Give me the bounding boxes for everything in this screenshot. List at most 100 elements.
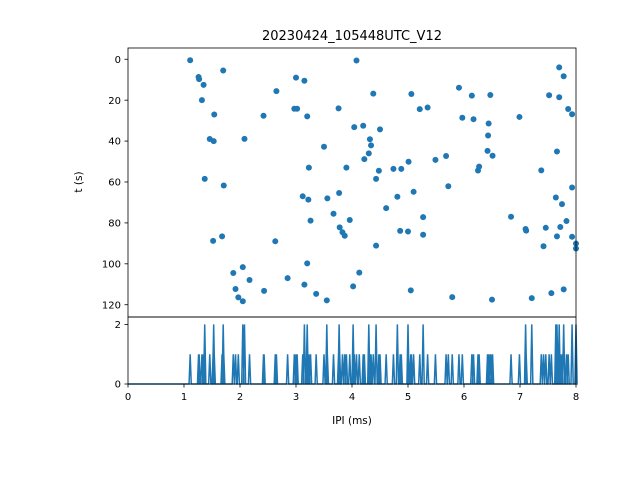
- raster-point: [211, 111, 218, 118]
- raster-point: [219, 233, 226, 240]
- raster-point: [548, 290, 555, 297]
- raster-point: [405, 158, 412, 165]
- x-tick-label: 2: [237, 392, 243, 403]
- raster-point: [356, 269, 363, 276]
- raster-point: [373, 242, 380, 249]
- raster-point: [455, 84, 462, 91]
- raster-point: [305, 196, 312, 203]
- raster-point: [390, 165, 397, 172]
- raster-point: [210, 138, 217, 145]
- raster-point: [336, 224, 343, 231]
- raster-point: [365, 150, 372, 157]
- raster-point: [220, 182, 227, 189]
- raster-y-tick-label: 0: [115, 55, 121, 66]
- raster-point: [489, 296, 495, 303]
- raster-point: [304, 113, 311, 120]
- raster-point: [528, 295, 535, 302]
- raster-point: [346, 217, 353, 224]
- raster-point: [313, 290, 320, 297]
- x-tick-label: 1: [181, 392, 187, 403]
- raster-point: [485, 120, 492, 127]
- raster-point: [196, 76, 203, 83]
- raster-point: [343, 164, 350, 171]
- raster-y-ticks: 0 20 40 60 80 100 120: [102, 55, 128, 311]
- histogram-x-ticks: 0 1 2 3 4 5 6 7 8: [125, 384, 579, 403]
- raster-point: [546, 92, 553, 99]
- raster-point: [420, 214, 427, 221]
- raster-point: [468, 92, 475, 99]
- raster-point: [569, 184, 576, 191]
- raster-point: [241, 135, 248, 142]
- raster-point: [201, 175, 208, 182]
- raster-point: [294, 105, 301, 112]
- raster-point: [538, 167, 545, 174]
- raster-point: [569, 233, 576, 240]
- raster-point: [361, 156, 368, 163]
- histogram-axes-frame: [127, 316, 577, 385]
- raster-point: [540, 243, 547, 250]
- raster-point: [220, 67, 227, 74]
- raster-point: [559, 201, 565, 208]
- raster-point: [553, 233, 560, 240]
- raster-point: [304, 260, 311, 267]
- raster-point: [366, 136, 373, 143]
- raster-point: [407, 287, 414, 294]
- raster-point: [443, 153, 450, 160]
- raster-point: [187, 57, 194, 64]
- raster-point: [485, 132, 492, 139]
- raster-point: [235, 294, 242, 301]
- raster-point: [198, 97, 205, 104]
- raster-point: [341, 232, 348, 239]
- raster-point: [200, 81, 207, 88]
- raster-point: [405, 228, 411, 235]
- raster-point: [260, 112, 267, 119]
- raster-plot: 0 20 40 60 80 100 120 t (s): [73, 47, 579, 318]
- raster-y-tick-label: 80: [108, 219, 121, 230]
- raster-point: [377, 126, 383, 133]
- raster-point: [305, 164, 312, 171]
- raster-y-tick-label: 60: [108, 178, 121, 189]
- raster-point: [351, 124, 358, 131]
- raster-y-tick-label: 20: [108, 96, 121, 107]
- raster-point: [246, 276, 253, 283]
- raster-point: [232, 285, 239, 292]
- raster-point: [373, 175, 380, 182]
- raster-point: [553, 148, 560, 155]
- raster-point: [542, 224, 549, 231]
- raster-point: [508, 213, 515, 220]
- raster-point: [210, 237, 217, 244]
- raster-point: [552, 194, 559, 201]
- raster-point: [324, 195, 331, 202]
- raster-y-tick-label: 40: [108, 137, 121, 148]
- raster-point: [370, 90, 377, 97]
- raster-point: [476, 163, 483, 170]
- raster-point: [335, 105, 342, 112]
- raster-point: [273, 88, 280, 95]
- raster-point: [470, 116, 477, 123]
- raster-point: [284, 275, 291, 282]
- x-tick-label: 4: [349, 392, 355, 403]
- raster-point: [563, 218, 570, 225]
- raster-point: [397, 227, 404, 234]
- raster-point: [375, 167, 382, 174]
- x-tick-label: 7: [517, 392, 523, 403]
- raster-point: [301, 77, 308, 84]
- x-tick-label: 6: [461, 392, 467, 403]
- raster-point: [410, 188, 417, 195]
- raster-point: [353, 57, 360, 64]
- raster-point: [230, 270, 237, 277]
- histogram-y-ticks: 02: [115, 320, 128, 391]
- raster-point: [569, 111, 576, 118]
- raster-point: [272, 238, 279, 245]
- x-tick-label: 3: [293, 392, 299, 403]
- raster-point: [323, 297, 330, 304]
- raster-point: [487, 92, 494, 99]
- raster-point: [449, 294, 456, 301]
- raster-point: [523, 227, 530, 234]
- raster-y-tick-label: 120: [102, 300, 121, 311]
- histogram-y-tick-label: 0: [115, 380, 121, 391]
- raster-y-tick-label: 100: [102, 259, 121, 270]
- raster-point: [360, 122, 367, 129]
